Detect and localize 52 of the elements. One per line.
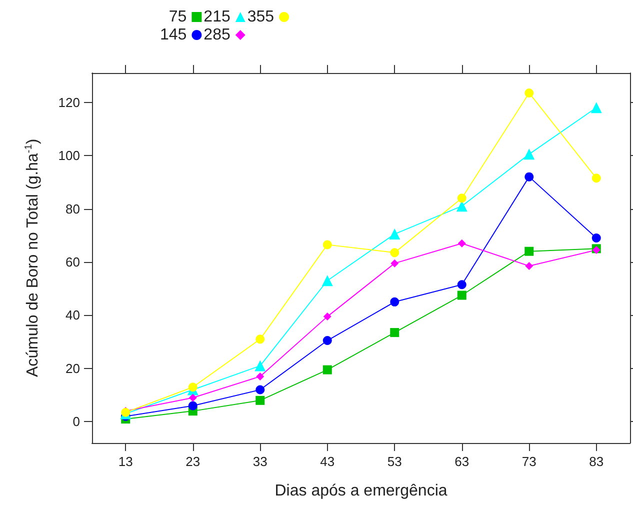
- point: [524, 246, 534, 256]
- point: [188, 401, 198, 410]
- point: [323, 312, 332, 321]
- legend-label: 355: [247, 8, 274, 26]
- y-tick-label: 80: [66, 201, 80, 216]
- x-axis-title: Dias após a emergência: [274, 482, 448, 500]
- point: [188, 394, 197, 402]
- y-tick-label: 0: [72, 414, 80, 430]
- point: [525, 262, 534, 270]
- point: [457, 280, 466, 290]
- point: [188, 382, 198, 392]
- x-tick-label: 63: [454, 454, 470, 469]
- point: [457, 194, 466, 203]
- point: [390, 328, 400, 338]
- x-tick-label: 53: [387, 454, 402, 469]
- point: [390, 297, 400, 306]
- legend-label: 145: [160, 26, 187, 44]
- point: [322, 275, 333, 286]
- point: [458, 239, 466, 248]
- x-tick-label: 43: [320, 454, 335, 469]
- point: [254, 360, 266, 372]
- point: [256, 372, 264, 380]
- y-axis-title: Acúmulo de Boro no Total (g.ha-1): [24, 138, 42, 378]
- point: [256, 385, 265, 394]
- x-tick-label: 33: [252, 454, 268, 469]
- legend-label: 285: [204, 26, 230, 44]
- y-tick-label: 120: [58, 94, 80, 110]
- point: [457, 290, 466, 300]
- point: [592, 234, 601, 243]
- point: [256, 396, 265, 405]
- legend-label: 215: [204, 8, 230, 26]
- x-tick-label: 73: [522, 454, 536, 469]
- x-tick-label: 13: [118, 454, 133, 469]
- legend-label: 75: [168, 8, 187, 26]
- point: [390, 248, 400, 258]
- point: [322, 365, 332, 374]
- point: [322, 336, 332, 346]
- point: [590, 102, 602, 114]
- x-tick-label: 23: [186, 454, 200, 469]
- point: [524, 88, 534, 98]
- point: [389, 228, 400, 240]
- point: [592, 174, 601, 183]
- y-tick-label: 60: [66, 254, 80, 270]
- point: [524, 172, 534, 182]
- point: [322, 240, 332, 250]
- y-tick-label: 100: [58, 148, 80, 164]
- x-tick-label: 83: [589, 454, 604, 469]
- y-tick-label: 40: [66, 308, 80, 323]
- point: [390, 259, 399, 268]
- point: [524, 148, 535, 160]
- point: [256, 334, 265, 344]
- y-tick-label: 20: [66, 360, 80, 376]
